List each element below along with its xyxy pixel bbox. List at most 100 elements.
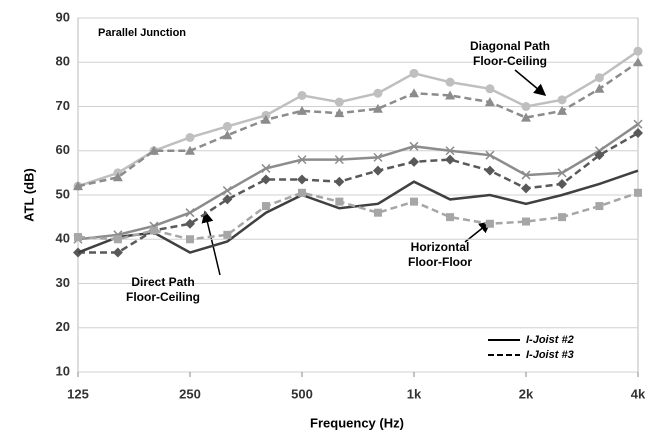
marker — [521, 170, 531, 180]
marker — [335, 197, 344, 206]
marker — [522, 217, 530, 226]
marker — [557, 168, 567, 178]
marker — [445, 90, 456, 100]
x-tick-label: 250 — [179, 386, 201, 401]
marker — [445, 154, 456, 165]
marker — [445, 77, 455, 87]
marker — [73, 181, 83, 191]
marker — [185, 218, 195, 229]
marker — [372, 103, 383, 113]
marker — [594, 150, 605, 161]
marker — [334, 155, 344, 165]
marker — [297, 105, 307, 115]
marker — [594, 83, 605, 93]
marker — [410, 197, 418, 206]
marker — [260, 114, 271, 124]
marker — [222, 186, 232, 196]
y-axis-title: ATL (dB) — [21, 168, 36, 222]
annotation: Diagonal Path — [470, 39, 550, 53]
annotation-arrow — [514, 69, 547, 96]
marker — [633, 128, 643, 139]
marker — [334, 108, 345, 118]
marker — [297, 174, 307, 185]
annotation-arrow — [201, 210, 221, 276]
y-tick-label: 80 — [56, 54, 70, 69]
marker — [261, 202, 270, 211]
marker — [185, 208, 195, 218]
series-line — [77, 61, 639, 188]
marker — [521, 112, 531, 122]
x-axis-title: Frequency (Hz) — [310, 415, 404, 430]
x-tick-label: 500 — [291, 386, 313, 401]
marker — [334, 176, 345, 187]
marker — [557, 95, 567, 105]
marker — [297, 155, 307, 165]
annotation: Floor-Ceiling — [126, 290, 200, 304]
marker — [633, 119, 643, 129]
marker — [521, 183, 531, 194]
marker — [634, 188, 642, 197]
x-tick-label: 125 — [67, 386, 89, 401]
chart-title: Parallel Junction — [98, 27, 186, 39]
marker — [445, 146, 455, 156]
legend-label: I-Joist #2 — [526, 334, 574, 346]
marker — [485, 150, 495, 160]
y-tick-label: 70 — [56, 98, 70, 113]
series-line — [78, 131, 639, 254]
series-line — [77, 191, 639, 241]
annotation: Floor-Ceiling — [473, 54, 547, 68]
marker — [633, 57, 643, 67]
marker — [112, 247, 123, 258]
series-line — [77, 123, 639, 241]
marker — [594, 73, 604, 83]
marker — [222, 121, 232, 131]
marker — [484, 165, 495, 176]
marker — [149, 226, 158, 235]
marker — [185, 132, 195, 142]
marker — [186, 235, 194, 244]
y-tick-label: 10 — [56, 363, 70, 378]
annotation-arrow — [464, 221, 492, 243]
marker — [185, 145, 195, 155]
marker — [409, 141, 419, 151]
marker — [222, 130, 233, 140]
marker — [112, 172, 123, 182]
y-tick-label: 20 — [56, 319, 70, 334]
marker — [633, 46, 643, 56]
series-line — [77, 169, 639, 254]
y-tick-label: 60 — [56, 142, 70, 157]
marker — [298, 188, 306, 197]
marker — [148, 145, 159, 155]
x-tick-label: 4k — [631, 386, 646, 401]
marker — [557, 105, 568, 115]
marker — [485, 219, 494, 228]
marker — [558, 213, 567, 222]
marker — [222, 194, 233, 205]
marker — [409, 156, 419, 167]
x-tick-label: 2k — [519, 386, 534, 401]
marker — [334, 97, 344, 107]
marker — [409, 68, 419, 78]
series-line — [77, 50, 639, 188]
annotation: Direct Path — [131, 275, 194, 289]
marker — [446, 213, 455, 222]
y-tick-label: 30 — [56, 275, 70, 290]
marker — [521, 102, 531, 111]
marker — [74, 233, 82, 242]
marker — [373, 152, 383, 162]
marker — [373, 88, 383, 98]
marker — [373, 208, 382, 217]
marker — [113, 235, 122, 244]
marker — [297, 90, 307, 100]
marker — [260, 174, 271, 185]
marker — [595, 202, 604, 211]
annotation: Floor-Floor — [408, 255, 472, 269]
marker — [223, 230, 232, 239]
marker — [485, 84, 495, 94]
legend-label: I-Joist #3 — [526, 349, 574, 361]
y-tick-label: 40 — [56, 231, 70, 246]
marker — [409, 88, 419, 98]
marker — [484, 97, 495, 107]
